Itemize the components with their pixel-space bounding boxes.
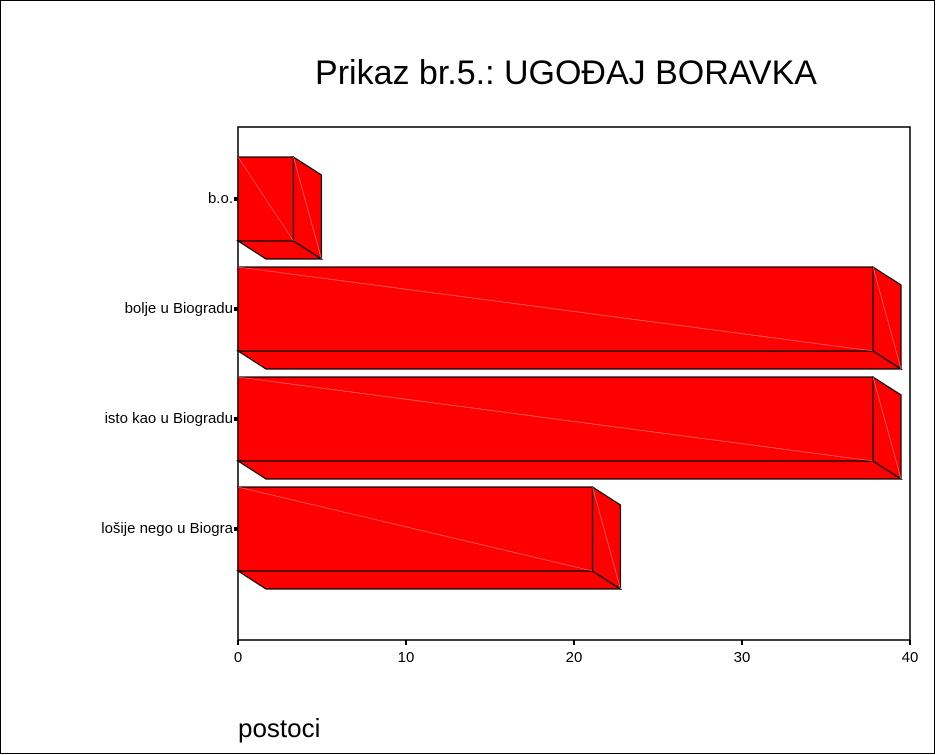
x-tick-label: 10 <box>398 649 415 666</box>
bar <box>235 485 623 591</box>
bar-face <box>235 350 904 370</box>
bar-face <box>237 486 593 572</box>
bar-face <box>872 266 902 370</box>
bar-face <box>237 376 874 462</box>
bar-face <box>872 376 902 480</box>
chart-title: Prikaz br.5.: UGOĐAJ BORAVKA <box>315 54 817 92</box>
y-tick <box>234 527 238 531</box>
x-tick-label: 0 <box>234 649 242 666</box>
y-tick-label: bolje u Biogradu <box>125 300 233 317</box>
bar <box>235 375 904 481</box>
x-tick-label: 40 <box>902 649 919 666</box>
bar-face <box>592 486 621 590</box>
x-tick-label: 20 <box>566 649 583 666</box>
x-tick-label: 30 <box>734 649 751 666</box>
bar-face <box>235 570 623 590</box>
y-tick-label: isto kao u Biogradu <box>105 410 233 427</box>
bar <box>235 155 324 261</box>
bar <box>235 265 904 371</box>
y-tick-label: b.o. <box>208 190 233 207</box>
bar-face <box>237 266 874 352</box>
y-tick-label: lošije nego u Biogra <box>101 520 233 537</box>
y-tick <box>234 417 238 421</box>
y-tick <box>234 307 238 311</box>
bar-face <box>235 460 904 480</box>
x-axis-label: postoci <box>238 713 320 743</box>
bar-face <box>237 156 294 242</box>
y-tick <box>234 197 238 201</box>
bar-face <box>293 156 322 260</box>
